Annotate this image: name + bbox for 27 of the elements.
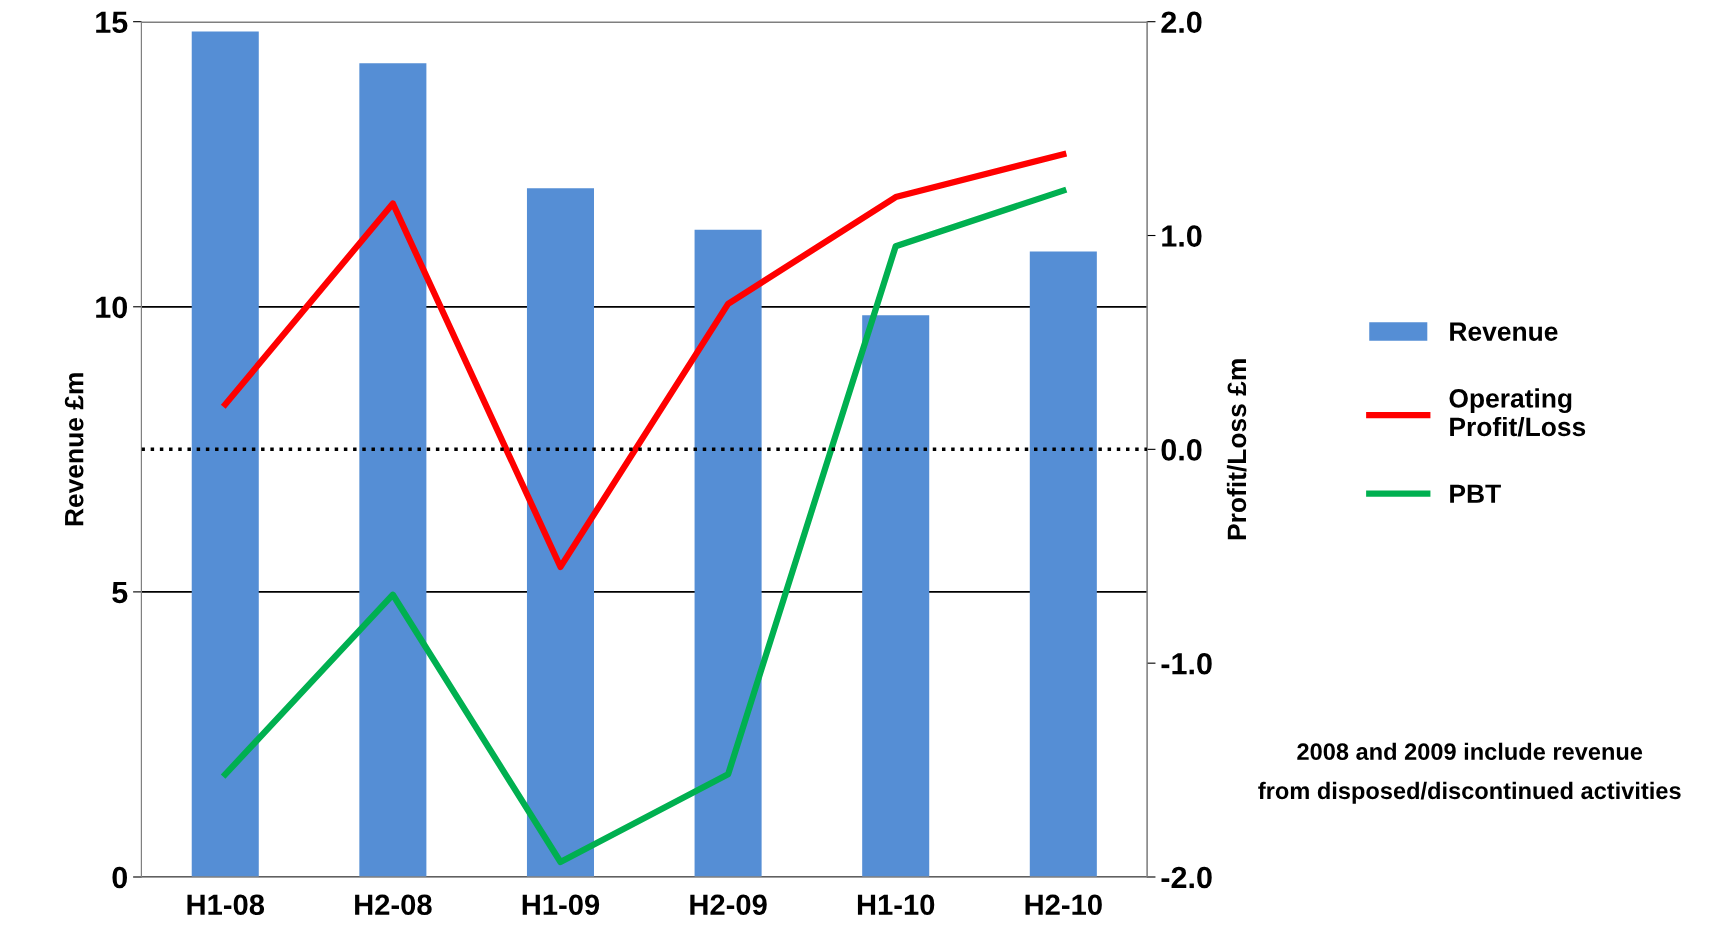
bar bbox=[526, 188, 594, 877]
bar bbox=[359, 63, 427, 877]
x-tick-label: H1-08 bbox=[187, 894, 265, 916]
y-tick-label: 5 bbox=[112, 581, 128, 604]
y-tick-label: 0 bbox=[112, 866, 127, 889]
y2-axis-title: Profit/Loss £m bbox=[1226, 359, 1247, 540]
x-tick-label: H2-09 bbox=[690, 894, 767, 916]
y-tick-label: 10 bbox=[96, 296, 128, 319]
y2-tick-label: 2.0 bbox=[1161, 11, 1202, 34]
y2-tick-label: 0.0 bbox=[1161, 439, 1202, 461]
y-tick-label: 15 bbox=[96, 11, 128, 34]
bar bbox=[694, 229, 762, 877]
legend-label: PBT bbox=[1450, 484, 1501, 503]
x-tick-label: H1-09 bbox=[522, 894, 600, 916]
y2-tick-label: -2.0 bbox=[1161, 866, 1212, 889]
y-axis-title: Revenue £m bbox=[64, 373, 84, 526]
y2-tick-label: -1.0 bbox=[1161, 652, 1212, 675]
x-tick-label: H2-08 bbox=[355, 894, 432, 916]
x-tick-label: H2-10 bbox=[1025, 894, 1102, 916]
bar bbox=[862, 315, 930, 877]
bar bbox=[191, 31, 259, 877]
legend-label: Operating Profit/Loss bbox=[1449, 388, 1586, 437]
legend-label: Revenue bbox=[1450, 322, 1558, 341]
x-tick-label: H1-10 bbox=[857, 894, 935, 916]
text: 2008 and 2009 include revenue from disposed/discontinued activities bbox=[1258, 742, 1681, 804]
bar bbox=[1029, 251, 1097, 877]
y2-tick-label: 1.0 bbox=[1162, 225, 1202, 247]
